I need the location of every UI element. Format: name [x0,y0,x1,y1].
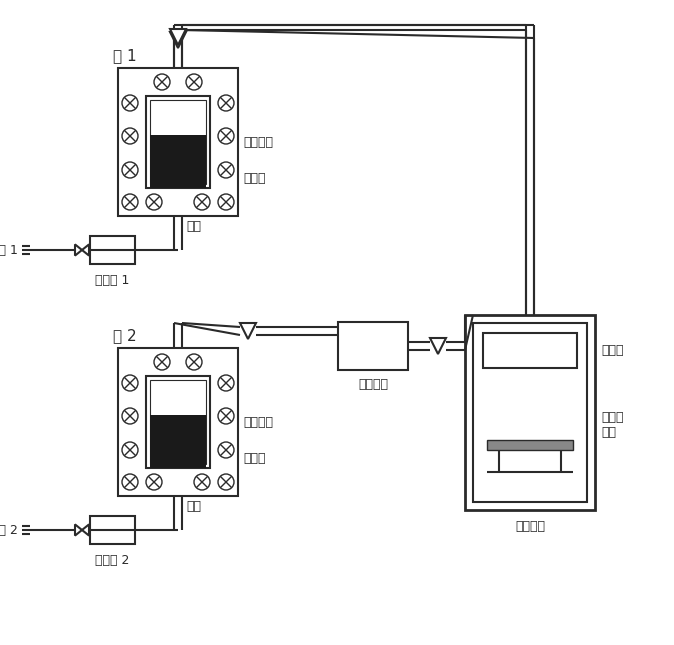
Text: 掩膜板
基片: 掩膜板 基片 [601,411,623,439]
Polygon shape [240,323,256,339]
Polygon shape [82,524,89,535]
Bar [90,236,135,264]
Text: 气源 2: 气源 2 [0,524,18,537]
Polygon shape [75,244,82,255]
Polygon shape [82,244,89,255]
Bar [90,516,135,544]
Polygon shape [430,338,446,354]
Bar [150,415,206,468]
Bar [146,96,210,188]
Text: 加热器: 加热器 [243,172,266,184]
Polygon shape [170,32,186,48]
Text: 真空腔体: 真空腔体 [515,520,545,533]
Bar [465,315,595,510]
Text: 流量计 1: 流量计 1 [95,274,129,287]
Bar [483,333,577,368]
Bar [150,380,206,464]
Bar [146,376,210,468]
Polygon shape [170,29,186,45]
Text: 气源 1: 气源 1 [0,244,18,257]
Bar [150,135,206,188]
Bar [473,323,587,502]
Bar [338,322,408,370]
Text: 混合腔体: 混合腔体 [358,378,388,391]
Bar [150,100,206,184]
Bar [118,68,238,216]
Text: 流量计 2: 流量计 2 [95,554,129,567]
Text: 源 1: 源 1 [113,48,137,63]
Text: 管道: 管道 [186,499,201,513]
Text: 有机材料: 有机材料 [243,417,273,430]
Bar [487,440,573,450]
Text: 有机材料: 有机材料 [243,137,273,150]
Text: 管道: 管道 [186,219,201,232]
Polygon shape [75,524,82,535]
Bar [118,348,238,496]
Text: 扫描头: 扫描头 [601,344,623,357]
Text: 源 2: 源 2 [113,328,137,343]
Text: 加热器: 加热器 [243,451,266,464]
